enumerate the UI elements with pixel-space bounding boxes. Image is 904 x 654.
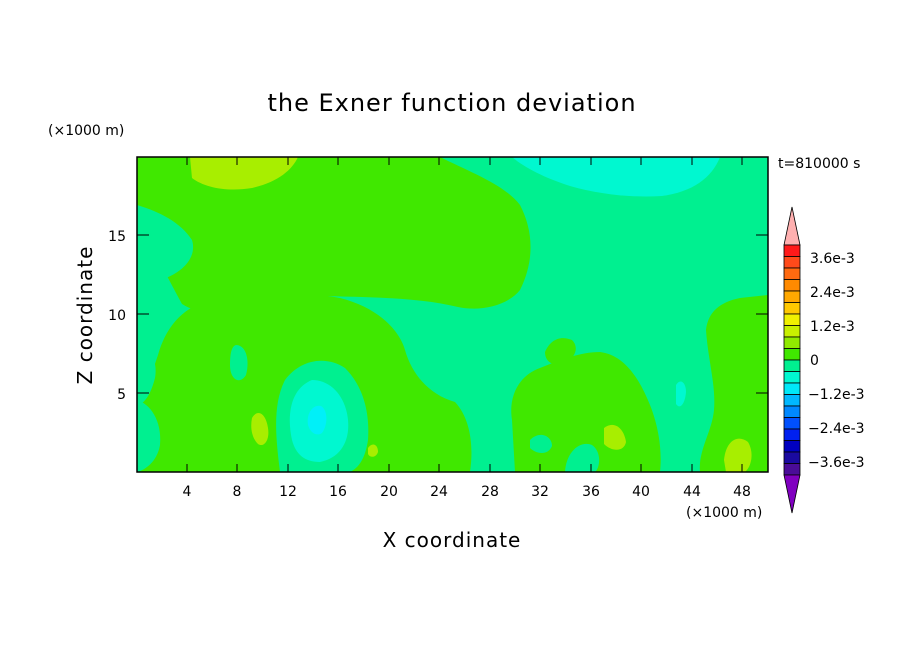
colorbar-label: 2.4e-3: [810, 285, 855, 301]
colorbar-level: [783, 267, 801, 280]
colorbar-label: 1.2e-3: [810, 319, 855, 335]
colorbar-bottom-triangle: [783, 474, 801, 514]
contour-negative-left-2: [137, 400, 161, 472]
colorbar-level: [783, 256, 801, 269]
chart-title: the Exner function deviation: [267, 89, 636, 117]
time-label: t=810000 s: [778, 156, 860, 172]
y-tick-marks: [137, 234, 768, 394]
colorbar-level: [783, 359, 801, 372]
x-tick-label: 36: [582, 484, 600, 500]
colorbar-level: [783, 428, 801, 441]
contour-positive-cap: [190, 157, 298, 190]
colorbar-label: −1.2e-3: [808, 387, 865, 403]
x-tick-label: 44: [683, 484, 701, 500]
contour-positive-upper: [137, 157, 531, 315]
colorbar-level: [783, 348, 801, 361]
colorbar-level: [783, 302, 801, 315]
y-tick-label: 10: [108, 308, 126, 324]
colorbar-label: −2.4e-3: [808, 421, 865, 437]
contour-positive-far-right-blob: [724, 438, 752, 472]
x-tick-label: 48: [733, 484, 751, 500]
contour-negative-small: [676, 381, 686, 407]
colorbar-label: 3.6e-3: [810, 251, 855, 267]
contour-negative-tongue: [137, 205, 194, 282]
colorbar-label: −3.6e-3: [808, 455, 865, 471]
contour-positive-blob-a: [251, 413, 269, 446]
x-tick-label: 16: [329, 484, 347, 500]
colorbar-level: [783, 405, 801, 418]
colorbar-labels: 3.6e-3 2.4e-3 1.2e-3 0 −1.2e-3 −2.4e-3 −…: [808, 251, 865, 471]
colorbar-level: [783, 279, 801, 292]
x-tick-label: 20: [380, 484, 398, 500]
x-tick-label: 8: [233, 484, 242, 500]
colorbar-level: [783, 451, 801, 464]
y-tick-label: 15: [108, 229, 126, 245]
colorbar-level: [783, 382, 801, 395]
contour-cold-core: [307, 405, 327, 435]
colorbar-level: [783, 325, 801, 338]
contour-negative-spot: [230, 345, 248, 381]
colorbar-top-triangle: [783, 206, 801, 246]
y-unit-label: (×1000 m): [48, 123, 124, 139]
x-tick-marks: [186, 157, 743, 472]
colorbar-level: [783, 417, 801, 430]
contour-positive-right-blob: [604, 424, 626, 450]
contour-positive-blob-b: [368, 444, 378, 457]
y-tick-label: 5: [117, 387, 126, 403]
x-tick-label: 40: [632, 484, 650, 500]
x-tick-label: 12: [279, 484, 297, 500]
contour-negative-left: [137, 351, 156, 405]
x-unit-label: (×1000 m): [686, 505, 762, 521]
x-tick-label: 32: [531, 484, 549, 500]
colorbar-level: [783, 313, 801, 326]
contour-cold-top: [512, 157, 720, 197]
colorbar-level: [783, 244, 801, 257]
colorbar-level: [783, 371, 801, 384]
colorbar-level: [783, 463, 801, 476]
colorbar-level: [783, 440, 801, 453]
contour-positive-far-right: [699, 295, 768, 472]
x-tick-label: 28: [481, 484, 499, 500]
contour-negative-right-notch: [530, 434, 552, 453]
contour-positive-right-top: [545, 338, 576, 365]
colorbar-level: [783, 336, 801, 349]
colorbar-level: [783, 290, 801, 303]
y-axis-label: Z coordinate: [73, 246, 97, 385]
x-axis-label: X coordinate: [383, 528, 522, 552]
colorbar-label: 0: [810, 353, 819, 369]
x-tick-label: 4: [183, 484, 192, 500]
colorbar-level: [783, 394, 801, 407]
colorbar: [783, 206, 801, 514]
x-tick-label: 24: [430, 484, 448, 500]
contour-field: [137, 157, 768, 472]
